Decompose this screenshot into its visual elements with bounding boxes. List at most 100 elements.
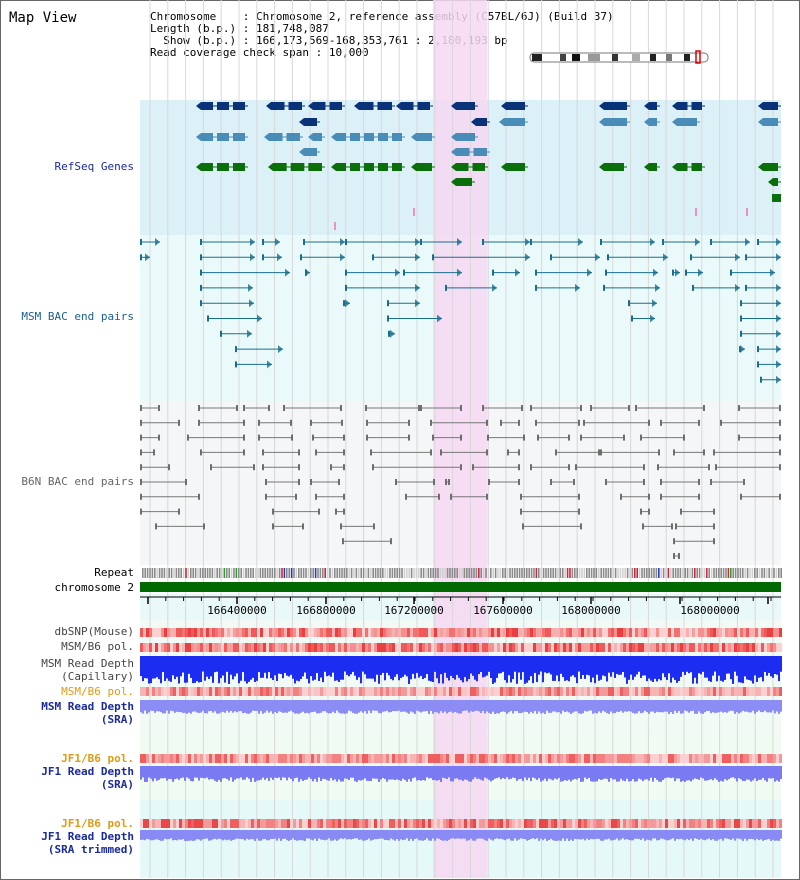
dbsnp-cell: [719, 628, 722, 637]
msm-depth-cap-bar: [564, 656, 566, 681]
chromosome-ideogram[interactable]: [529, 50, 709, 64]
msm-depth-cap-bar: [260, 656, 262, 678]
jf1-depth-trim-bar: [364, 830, 366, 841]
msm-b6-pol-sra-cell: [161, 687, 164, 696]
gene-exon: [201, 133, 213, 141]
bac-end: [340, 523, 342, 530]
jf1-depth-bar: [728, 766, 730, 780]
msm-b6-pol-cell: [641, 643, 644, 652]
msm-depth-cap-bar: [558, 656, 560, 682]
bac-end: [345, 284, 347, 291]
repeat-feature: [154, 568, 156, 578]
jf1-depth-trim-bar: [272, 830, 274, 839]
jf1-b6-pol-cell: [575, 754, 578, 763]
msm-b6-pol-sra-cell: [242, 687, 245, 696]
msm-depth-sra-bar: [522, 700, 524, 713]
msm-depth-cap-bar: [714, 656, 716, 672]
dbsnp-cell: [230, 628, 233, 637]
bac-end: [460, 405, 462, 411]
msm-depth-cap-bar: [466, 656, 468, 682]
repeat-feature: [473, 568, 475, 578]
jf1-b6-pol-trim-cell: [239, 819, 242, 828]
jf1-depth-bar: [144, 766, 146, 782]
msm-depth-cap-bar: [704, 656, 706, 678]
bac-end: [743, 479, 745, 485]
msm-b6-pol-sra-cell: [455, 687, 458, 696]
msm-b6-pol-sra-cell: [146, 687, 149, 696]
jf1-depth-trim-bar: [594, 830, 596, 840]
repeat-feature: [288, 568, 290, 578]
jf1-depth-bar: [442, 766, 444, 778]
jf1-depth-bar: [424, 766, 426, 781]
msm-depth-sra-bar: [144, 700, 146, 711]
jf1-depth-trim-bar: [778, 830, 780, 841]
jf1-depth-bar: [750, 766, 752, 782]
bac-end: [198, 405, 200, 411]
jf1-b6-pol-cell: [179, 754, 182, 763]
jf1-b6-pol-cell: [431, 754, 434, 763]
bac-end: [158, 405, 160, 411]
repeat-feature: [386, 568, 389, 578]
jf1-b6-pol-trim-cell: [755, 819, 758, 828]
jf1-depth-bar: [312, 766, 314, 782]
dbsnp-cell: [242, 628, 245, 637]
jf1-depth-bar: [710, 766, 712, 780]
msm-b6-pol-cell: [206, 643, 209, 652]
gene-arrow: [396, 102, 401, 110]
gene-arrow: [599, 102, 604, 110]
msm-b6-pol-sra-cell: [323, 687, 326, 696]
jf1-depth-trim-bar: [292, 830, 294, 839]
msm-depth-cap-bar: [274, 656, 276, 676]
jf1-b6-pol-cell: [470, 754, 473, 763]
dbsnp-cell: [695, 628, 698, 637]
bac-end-arrow: [457, 268, 462, 277]
msm-b6-pol-sra-cell: [500, 687, 503, 696]
jf1-b6-pol-trim-cell: [245, 819, 248, 828]
jf1-depth-trim-bar: [198, 830, 200, 840]
ideogram-band: [684, 54, 690, 61]
msm-depth-cap-bar: [548, 656, 550, 673]
jf1-depth-bar: [354, 766, 356, 782]
msm-depth-cap-bar: [748, 656, 750, 680]
dbsnp-cell: [191, 628, 194, 637]
gene-exon: [233, 102, 245, 110]
msm-depth-sra-bar: [396, 700, 398, 712]
jf1-depth-trim-bar: [678, 830, 680, 840]
gene-exon: [273, 163, 287, 171]
msm-depth-sra-bar: [700, 700, 702, 714]
repeat-feature: [182, 568, 185, 578]
msm-depth-cap-bar: [614, 656, 616, 678]
jf1-b6-pol-trim-cell: [428, 819, 431, 828]
jf1-depth-trim-bar: [564, 830, 566, 841]
msm-b6-pol-cell: [440, 643, 443, 652]
jf1-b6-pol-trim-cell: [455, 819, 458, 828]
repeat-feature: [228, 568, 230, 578]
axis-tick-label: 168000000: [680, 604, 740, 617]
bac-end: [520, 508, 522, 515]
dbsnp-cell: [752, 628, 755, 637]
bac-end: [745, 284, 747, 291]
repeat-feature: [739, 568, 742, 578]
jf1-depth-bar: [620, 766, 622, 779]
jf1-depth-trim-bar: [522, 830, 524, 839]
msm-depth-cap-bar: [590, 656, 592, 683]
msm-b6-pol-sra-cell: [692, 687, 695, 696]
bac-end: [262, 449, 264, 456]
msm-depth-sra-bar: [380, 700, 382, 714]
dbsnp-cell: [563, 628, 566, 637]
jf1-depth-bar: [474, 766, 476, 778]
jf1-depth-bar: [296, 766, 298, 778]
jf1-depth-trim-bar: [344, 830, 346, 839]
msm-depth-cap-bar: [630, 656, 632, 675]
repeat-feature: [737, 568, 739, 578]
repeat-feature: [715, 568, 718, 578]
bac-end: [315, 449, 317, 456]
jf1-depth-trim-bar: [322, 830, 324, 840]
msm-depth-cap-bar: [146, 656, 148, 679]
jf1-depth-trim-bar: [556, 830, 558, 841]
jf1-depth-bar: [190, 766, 192, 782]
jf1-depth-trim-bar: [614, 830, 616, 840]
msm-depth-sra-bar: [206, 700, 208, 714]
jf1-b6-pol-cell: [740, 754, 743, 763]
